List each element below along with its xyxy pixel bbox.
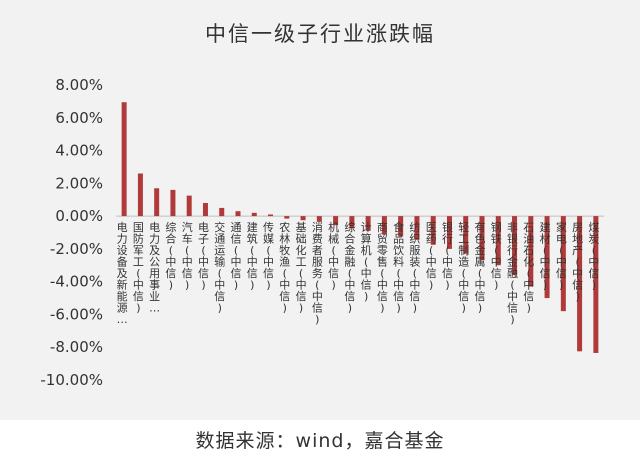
bar: [430, 216, 436, 245]
category-label: 农林牧渔(中信): [279, 220, 290, 315]
category-label: 传媒(中信): [263, 221, 274, 292]
bar: [414, 216, 420, 240]
category-label: 煤炭(中信): [588, 221, 599, 292]
category-label: 电力设备及新能源…: [117, 221, 128, 326]
bar: [577, 216, 583, 352]
category-label: 消费者服务(中信): [312, 220, 323, 326]
category-label: 非银行金融(中信): [507, 221, 518, 326]
category-label: 综合(中信): [165, 220, 176, 292]
category-label: 钢铁(中信): [491, 221, 502, 292]
category-label: 汽车(中信): [182, 220, 193, 292]
bar: [235, 211, 241, 217]
bar: [528, 216, 534, 287]
category-label: 通信(中信): [231, 221, 242, 292]
category-label: 家电(中信): [556, 220, 567, 292]
bar: [560, 216, 566, 312]
bar: [121, 102, 127, 217]
bar: [186, 195, 192, 217]
bar: [495, 216, 501, 266]
category-label: 医药(中信): [426, 221, 437, 292]
category-label: 建材(中信): [540, 220, 551, 292]
bar: [349, 216, 355, 229]
y-tick-label: 0.00%: [55, 207, 103, 225]
y-tick-label: 8.00%: [55, 76, 103, 94]
bar: [512, 216, 518, 276]
category-label: 综合金融(中信): [344, 220, 355, 315]
y-tick-label: -10.00%: [40, 371, 103, 389]
bar: [251, 212, 257, 217]
category-label: 机械(中信): [328, 220, 339, 292]
bar: [463, 216, 469, 254]
y-tick-label: 4.00%: [55, 142, 103, 160]
category-label: 交通运输(中信): [214, 220, 225, 315]
category-label: 纺织服装(中信): [409, 220, 420, 315]
bar: [365, 216, 371, 231]
source-note: 数据来源：wind，嘉合基金: [195, 430, 445, 452]
category-label: 计算机(中信): [361, 221, 372, 303]
bar: [154, 188, 160, 217]
category-label: 石油石化(中信): [523, 221, 534, 315]
category-label: 基础化工(中信): [296, 221, 307, 315]
category-label: 房地产(中信): [572, 221, 583, 303]
category-label: 电力及公用事业…: [149, 221, 160, 315]
bar: [219, 207, 225, 217]
category-label: 银行(中信): [442, 220, 453, 292]
bar: [593, 216, 599, 353]
category-label: 轻工制造(中信): [458, 220, 469, 315]
bar: [268, 214, 274, 217]
bar-chart: 8.00% 6.00% 4.00% 2.00% 0.00% -2.00% -4.00% -6.…: [40, 76, 604, 389]
bar: [137, 173, 143, 217]
y-tick-label: 2.00%: [55, 174, 103, 192]
bar: [333, 216, 339, 226]
bar: [170, 189, 176, 217]
bar: [316, 216, 322, 222]
chart-area: 中信一级子行业涨跌幅: [0, 0, 640, 420]
y-tick-label: 6.00%: [55, 109, 103, 127]
y-tick-label: -2.00%: [50, 240, 103, 258]
y-tick-label: -6.00%: [50, 305, 103, 323]
category-label: 有色金属(中信): [475, 220, 486, 315]
category-label: 食品饮料(中信): [393, 220, 404, 315]
bar: [398, 216, 404, 237]
bar: [284, 216, 290, 219]
bar: [381, 216, 387, 235]
bar: [446, 216, 452, 249]
category-label: 国防军工(中信): [133, 221, 144, 315]
bar: [479, 216, 485, 261]
bar: [300, 216, 306, 221]
category-label: 商贸零售(中信): [377, 220, 388, 315]
bar: [544, 216, 550, 299]
y-tick-label: -4.00%: [50, 273, 103, 291]
chart-title: 中信一级子行业涨跌幅: [205, 22, 435, 46]
bar: [202, 203, 208, 217]
y-tick-label: -8.00%: [50, 338, 103, 356]
category-label: 电子(中信): [198, 221, 209, 292]
category-label: 建筑(中信): [247, 220, 258, 292]
